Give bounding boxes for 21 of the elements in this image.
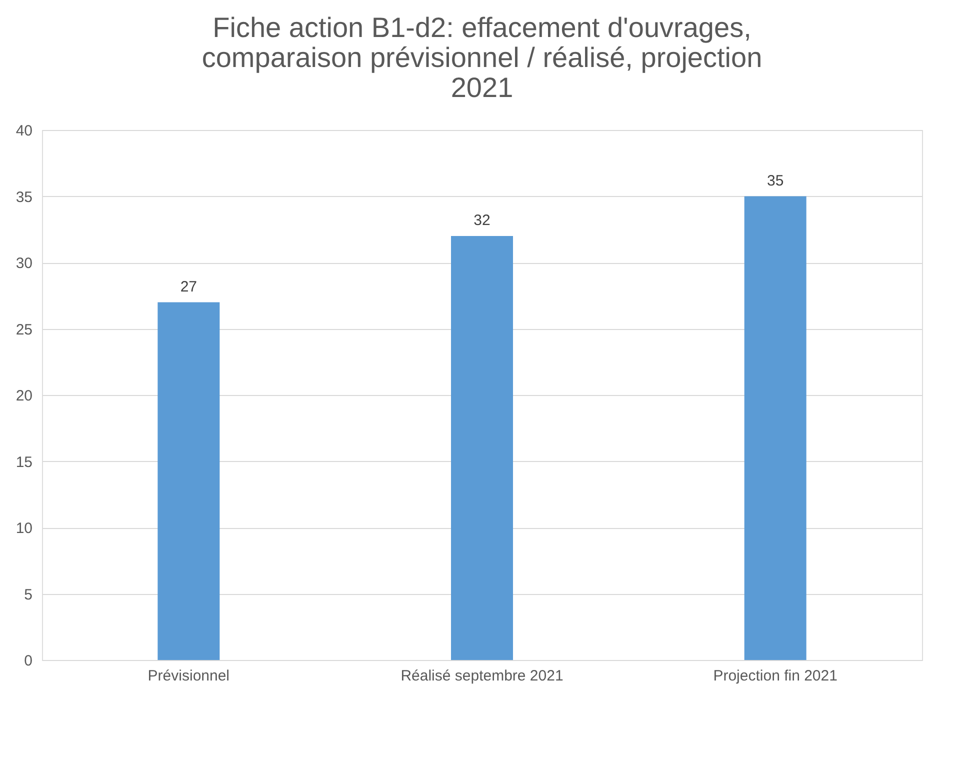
data-label: 35 (766, 172, 784, 190)
y-tick-label: 20 (16, 388, 32, 404)
text: Fiche action B1-d2: effacement d'ouvrages, (212, 12, 752, 43)
text: comparaison prévisionnel / réalisé, projection (202, 42, 762, 73)
text: 2021 (450, 72, 514, 103)
y-tick-label: 10 (16, 520, 32, 537)
x-tick-label: Réalisé septembre 2021 (400, 668, 564, 684)
data-label: 27 (180, 278, 198, 296)
y-tick-label: 30 (16, 255, 32, 272)
y-tick-label: 25 (16, 321, 32, 338)
x-tick-label: Projection fin 2021 (713, 668, 838, 684)
y-tick-label: 15 (16, 454, 32, 471)
y-tick-label: 5 (24, 586, 32, 604)
data-label: 32 (474, 212, 490, 229)
bar (158, 302, 220, 660)
bar (451, 236, 513, 660)
x-tick-label: Prévisionnel (148, 668, 230, 684)
bar (744, 196, 806, 660)
y-tick-label: 0 (24, 652, 32, 670)
y-tick-label: 40 (16, 122, 32, 140)
y-tick-label: 35 (16, 188, 32, 206)
